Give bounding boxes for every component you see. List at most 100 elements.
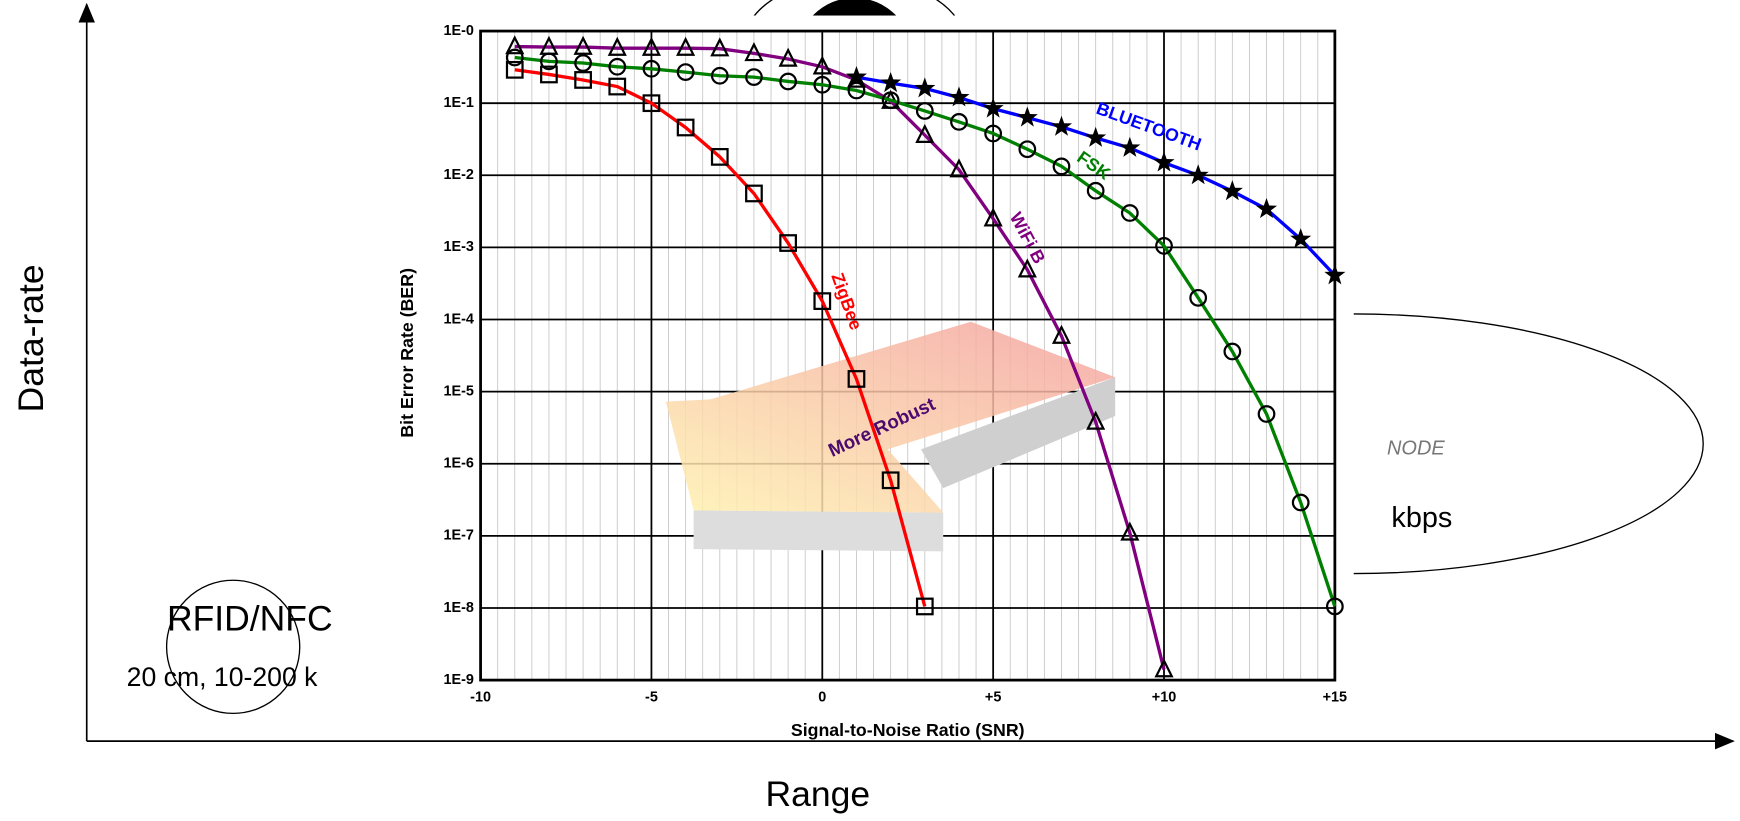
- data-point: [1050, 115, 1073, 136]
- series-line: [514, 55, 1337, 607]
- data-point: [607, 36, 627, 56]
- data-point: [1086, 410, 1106, 430]
- data-point: [676, 63, 695, 81]
- data-point: [778, 47, 798, 67]
- data-point: [982, 97, 1004, 118]
- data-point: [845, 66, 868, 87]
- data-point: [1257, 405, 1276, 423]
- arrow-body: [665, 321, 1116, 513]
- data-point: [1221, 180, 1243, 201]
- data-point: [505, 48, 524, 67]
- data-point: [983, 207, 1003, 227]
- data-point: [744, 42, 764, 62]
- rfid-circle: [165, 579, 301, 715]
- data-point: [745, 68, 763, 86]
- y-tick-label: 1E-4: [443, 311, 473, 327]
- y-tick-label: 1E-9: [443, 672, 473, 688]
- x-tick-label: +5: [985, 690, 1001, 706]
- data-point: [1291, 493, 1310, 512]
- data-point: [608, 57, 627, 76]
- data-point: [847, 81, 866, 100]
- data-point: [1187, 164, 1209, 185]
- data-point: [1154, 658, 1174, 678]
- x-tick-label: -10: [470, 690, 491, 706]
- data-point: [1189, 288, 1208, 307]
- data-point: [880, 72, 902, 93]
- y-axis-label: Bit Error Rate (BER): [397, 268, 417, 438]
- data-point: [1119, 136, 1141, 157]
- data-point: [710, 148, 729, 166]
- data-point: [881, 471, 900, 490]
- data-point: [1052, 157, 1071, 176]
- data-point: [608, 77, 627, 96]
- node-label: NODE: [1387, 438, 1445, 460]
- data-point: [642, 94, 661, 113]
- data-point: [540, 65, 558, 84]
- data-point: [915, 123, 935, 143]
- data-point: [540, 52, 558, 71]
- plot-frame: [479, 29, 1337, 682]
- data-point: [1017, 258, 1037, 278]
- y-tick-label: 1E-7: [443, 528, 473, 544]
- data-point: [676, 36, 696, 56]
- x-axis-label: Signal-to-Noise Ratio (SNR): [791, 720, 1025, 740]
- x-tick-label: 0: [818, 690, 826, 706]
- x-tick-label: +15: [1323, 690, 1347, 706]
- data-point: [1325, 597, 1344, 616]
- chart: 1E-0 1E-1 1E-2 1E-3 1E-4 1E-5 1E-6 1E-7 1E-8 1E-9…: [397, 23, 1347, 740]
- data-point: [676, 118, 695, 137]
- data-point: [914, 77, 936, 98]
- rfid-title: RFID/NFC: [167, 599, 333, 639]
- data-point: [1085, 126, 1107, 147]
- data-point: [1086, 181, 1105, 200]
- data-point: [812, 55, 832, 75]
- data-point: [505, 35, 525, 55]
- data-point: [574, 54, 592, 72]
- data-point: [1016, 106, 1038, 127]
- y-tick-label: 1E-2: [443, 167, 473, 183]
- rfid-detail: 20 cm, 10-200 k: [127, 662, 318, 692]
- data-point: [1255, 198, 1278, 219]
- x-tick-label: -5: [645, 690, 658, 706]
- data-point: [745, 184, 763, 203]
- node-rate: kbps: [1391, 502, 1452, 534]
- data-point: [641, 36, 661, 56]
- data-point: [779, 234, 797, 252]
- data-point: [1155, 237, 1173, 255]
- data-point: [1120, 204, 1139, 222]
- data-point: [847, 370, 866, 388]
- data-point: [1290, 228, 1312, 249]
- data-point: [813, 75, 832, 94]
- y-tick-label: 1E-3: [443, 239, 473, 255]
- x-axis-title: Range: [766, 774, 871, 814]
- y-tick-label: 1E-0: [443, 23, 473, 39]
- data-point: [1324, 264, 1346, 285]
- y-axis-title: Data-rate: [11, 264, 51, 412]
- data-point: [1051, 324, 1072, 344]
- data-point: [710, 37, 730, 57]
- arrow-side: [693, 510, 944, 552]
- data-point: [710, 66, 729, 85]
- data-point: [574, 71, 592, 89]
- y-tick-label: 1E-8: [443, 600, 473, 616]
- data-point: [573, 35, 593, 55]
- data-point: [813, 292, 832, 310]
- y-tick-label: 1E-5: [443, 383, 473, 399]
- data-point: [948, 86, 970, 107]
- data-point: [1018, 140, 1037, 159]
- y-tick-label: 1E-6: [443, 456, 473, 472]
- x-tick-label: +10: [1152, 690, 1176, 706]
- series-line: [514, 44, 1166, 670]
- arrow-side: [921, 377, 1116, 489]
- data-point: [1153, 151, 1175, 172]
- series-line: [514, 68, 927, 607]
- data-point: [1223, 342, 1242, 361]
- data-point: [984, 124, 1003, 143]
- data-point: [881, 91, 900, 110]
- data-point: [915, 597, 934, 616]
- data-point: [642, 59, 661, 78]
- data-point: [505, 60, 524, 79]
- data-point: [949, 158, 969, 178]
